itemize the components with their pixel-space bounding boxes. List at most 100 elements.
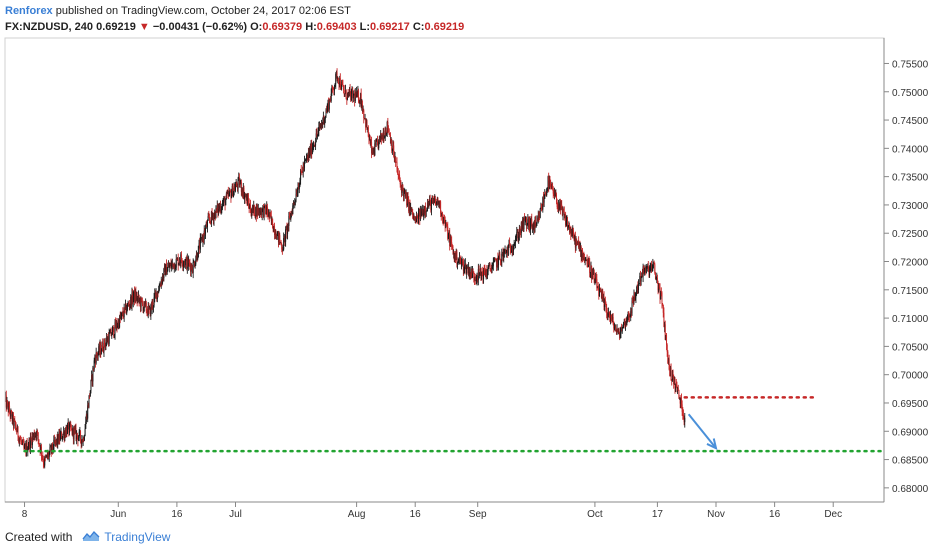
candle-body: [465, 263, 467, 274]
candle-body: [367, 127, 369, 137]
candle-body: [559, 201, 561, 211]
candle-body: [504, 250, 506, 252]
candle-body: [617, 328, 619, 332]
candle-body: [503, 250, 505, 253]
candle-body: [469, 272, 471, 278]
candle-body: [503, 252, 505, 258]
candle-body: [421, 211, 423, 217]
candle-body: [388, 128, 390, 130]
tradingview-logo-icon[interactable]: [82, 530, 100, 545]
candle-body: [476, 276, 478, 280]
candle-body: [380, 133, 382, 139]
candle-body: [366, 121, 368, 130]
candle-body: [449, 233, 451, 247]
candle-body: [442, 218, 444, 223]
candle-body: [69, 424, 71, 426]
candle-body: [338, 82, 340, 86]
candle-body: [420, 209, 422, 217]
y-tick-label: 0.75500: [892, 59, 929, 70]
candle-body: [147, 311, 149, 316]
candle-body: [300, 169, 302, 172]
candle-body: [507, 245, 509, 256]
candle-body: [429, 199, 431, 205]
candle-body: [572, 230, 574, 236]
candle-body: [272, 218, 274, 229]
candle-body: [126, 304, 128, 310]
candle-body: [479, 268, 481, 273]
candle-body: [571, 231, 573, 237]
candle-body: [334, 83, 336, 88]
candle-body: [610, 315, 612, 322]
candle-body: [229, 190, 231, 192]
candle-body: [88, 395, 90, 407]
candle-body: [386, 133, 388, 135]
candle-body: [152, 302, 154, 308]
candle-body: [177, 258, 179, 266]
candle-body: [569, 225, 571, 232]
candle-body: [583, 253, 585, 258]
candle-body: [164, 266, 166, 275]
author-link[interactable]: Renforex: [5, 5, 53, 17]
candle-body: [358, 101, 360, 103]
candle-body: [361, 104, 363, 107]
candle-body: [249, 205, 251, 212]
candle-body: [145, 302, 147, 304]
candle-body: [359, 100, 361, 103]
candle-body: [139, 300, 141, 301]
candle-body: [95, 352, 97, 363]
candle-body: [417, 213, 419, 224]
candle-body: [553, 193, 555, 196]
candle-body: [221, 203, 223, 209]
candle-body: [195, 259, 197, 265]
candle-body: [63, 431, 65, 439]
publish-line: Renforex published on TradingView.com, O…: [5, 3, 464, 19]
candle-body: [335, 72, 337, 74]
y-tick-label: 0.75000: [892, 88, 929, 99]
candle-body: [285, 227, 287, 230]
candle-body: [554, 192, 556, 196]
candle-body: [544, 193, 546, 199]
candle-body: [157, 291, 159, 293]
candle-body: [232, 186, 234, 197]
candle-body: [486, 270, 488, 276]
candle-body: [249, 205, 251, 209]
candle-body: [677, 387, 679, 389]
candle-body: [437, 199, 439, 205]
candle-body: [83, 435, 85, 441]
candle-body: [47, 453, 49, 457]
tradingview-brand[interactable]: TradingView: [104, 530, 171, 544]
candle-body: [59, 434, 61, 441]
candle-body: [24, 447, 26, 449]
candle-body: [172, 262, 174, 265]
candle-body: [513, 245, 515, 247]
candle-body: [20, 439, 22, 442]
candle-body: [255, 207, 257, 216]
candle-body: [608, 312, 610, 315]
candle-body: [74, 429, 76, 431]
candle-body: [173, 264, 175, 269]
candle-body: [393, 156, 395, 159]
candle-body: [83, 438, 85, 441]
candle-body: [563, 211, 565, 216]
candle-body: [537, 220, 539, 222]
candle-body: [98, 346, 100, 352]
candle-body: [560, 204, 562, 211]
candle-body: [543, 198, 545, 203]
candle-body: [92, 367, 94, 382]
candle-body: [62, 434, 64, 438]
candle-body: [572, 230, 574, 237]
candle-body: [110, 329, 112, 336]
candle-body: [113, 327, 115, 337]
candle-body: [38, 439, 40, 444]
candle-body: [427, 202, 429, 207]
candle-body: [346, 92, 348, 100]
candle-body: [207, 216, 209, 221]
candle-body: [654, 273, 656, 279]
candle-body: [339, 78, 341, 88]
candle-body: [291, 212, 293, 215]
candle-body: [524, 219, 526, 221]
candle-body: [441, 213, 443, 216]
candle-body: [115, 322, 117, 329]
candle-body: [205, 227, 207, 234]
